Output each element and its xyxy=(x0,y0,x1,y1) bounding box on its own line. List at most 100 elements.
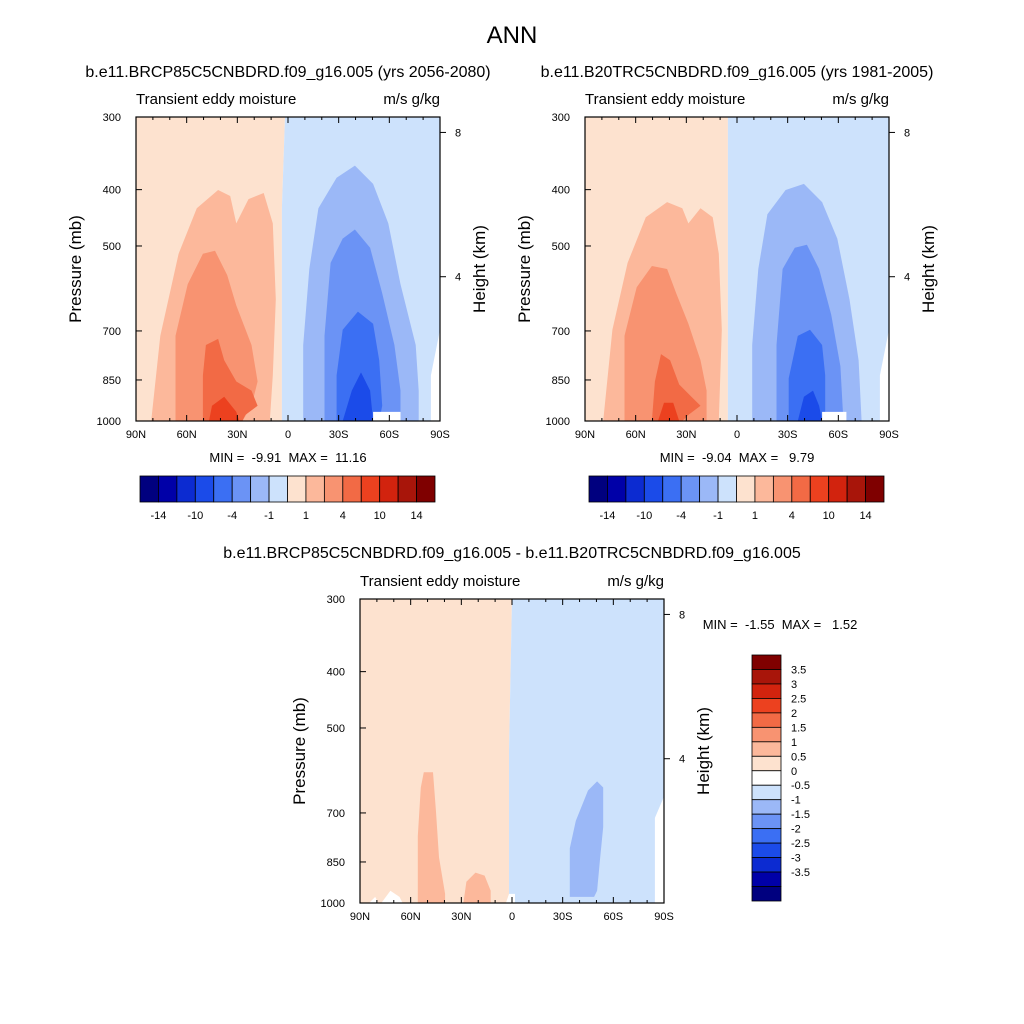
y-tick-label: 500 xyxy=(327,723,345,735)
colorbar-label: 14 xyxy=(859,510,871,522)
colorbar-label: 0 xyxy=(791,766,797,778)
contour-level xyxy=(505,893,515,903)
colorbar-label: 1 xyxy=(303,510,309,522)
colorbar-box xyxy=(772,475,793,503)
colorbar-box xyxy=(751,726,782,743)
contour-level xyxy=(658,402,680,421)
x-tick-label: 90N xyxy=(350,911,370,923)
colorbar-label: 1 xyxy=(752,510,758,522)
colorbar-box xyxy=(751,770,782,786)
colorbar-box xyxy=(287,475,307,503)
x-tick-label: 90N xyxy=(575,429,595,441)
colorbar-label: -3.5 xyxy=(791,867,810,879)
y-tick-label: 700 xyxy=(327,808,345,820)
y-axis-label-right: Height (km) xyxy=(470,225,489,313)
colorbar-box xyxy=(791,475,811,503)
y-axis-label-right: Height (km) xyxy=(919,225,938,313)
colorbar-label: 1.5 xyxy=(791,722,806,734)
colorbar-box xyxy=(194,475,215,503)
y-tick-label: 700 xyxy=(103,326,121,338)
x-tick-label: 60S xyxy=(829,429,849,441)
colorbar-label: -2 xyxy=(791,824,801,836)
colorbar-box xyxy=(158,475,178,503)
contour-level xyxy=(624,266,707,421)
y-axis-label: Pressure (mb) xyxy=(66,215,85,323)
colorbar-box xyxy=(625,475,645,503)
colorbar-box xyxy=(176,475,196,503)
y-right-tick-label: 8 xyxy=(679,609,685,621)
y-axis-label: Pressure (mb) xyxy=(290,697,309,805)
x-tick-label: 60N xyxy=(401,911,421,923)
panel-subtitle-left: Transient eddy moisture xyxy=(136,91,296,108)
contour-level xyxy=(342,372,374,421)
contour-level xyxy=(381,890,403,903)
colorbar-box xyxy=(751,871,782,887)
contour-level xyxy=(373,411,401,421)
contour-fill xyxy=(585,117,889,421)
colorbar-box xyxy=(754,475,774,503)
colorbar-box xyxy=(751,784,782,801)
colorbar-label: 0.5 xyxy=(791,751,806,763)
x-tick-label: 60N xyxy=(626,429,646,441)
colorbar-label: 10 xyxy=(374,510,386,522)
colorbar-label: -2.5 xyxy=(791,838,810,850)
panel-future: b.e11.BRCP85C5CNBDRD.f09_g16.005 (yrs 20… xyxy=(66,64,491,522)
colorbar-label: 3.5 xyxy=(791,664,806,676)
panel-subtitle-right: m/s g/kg xyxy=(383,91,440,108)
contour-level xyxy=(417,772,446,903)
y-right-tick-label: 4 xyxy=(904,272,910,284)
colorbar-label: 14 xyxy=(410,510,422,522)
y-tick-label: 500 xyxy=(552,241,570,253)
colorbar-box xyxy=(397,475,417,503)
colorbar-label: 4 xyxy=(789,510,795,522)
y-tick-label: 850 xyxy=(552,375,570,387)
colorbar-label: -1 xyxy=(713,510,723,522)
contour-level xyxy=(209,396,240,421)
x-tick-label: 30S xyxy=(778,429,798,441)
colorbar-box xyxy=(305,475,325,503)
contour-level xyxy=(369,896,379,903)
contour-level xyxy=(463,872,491,903)
colorbar-box xyxy=(268,475,288,503)
colorbar-box xyxy=(213,475,233,503)
colorbar-box xyxy=(751,828,782,844)
panel-difference: b.e11.BRCP85C5CNBDRD.f09_g16.005 - b.e11… xyxy=(223,545,857,923)
contour-fill xyxy=(360,599,664,903)
colorbar-box xyxy=(588,475,608,503)
y-right-tick-label: 4 xyxy=(455,272,461,284)
colorbar-box xyxy=(139,475,159,503)
y-tick-label: 1000 xyxy=(97,416,121,428)
x-tick-label: 90S xyxy=(654,911,674,923)
colorbar-box xyxy=(342,475,362,503)
contour-level xyxy=(509,599,664,903)
x-tick-label: 0 xyxy=(734,429,740,441)
colorbar-label: -3 xyxy=(791,853,801,865)
colorbar-box xyxy=(751,669,782,685)
x-tick-label: 30N xyxy=(451,911,471,923)
colorbar-box xyxy=(379,475,399,503)
colorbar-label: 4 xyxy=(340,510,346,522)
colorbar-label: 10 xyxy=(823,510,835,522)
contour-level xyxy=(788,329,826,421)
y-tick-label: 1000 xyxy=(321,898,345,910)
colorbar-box xyxy=(751,842,782,858)
colorbar-box xyxy=(416,475,436,503)
y-tick-label: 300 xyxy=(552,112,570,124)
colorbar-label: -1.5 xyxy=(791,809,810,821)
y-tick-label: 400 xyxy=(552,185,570,197)
contour-level xyxy=(569,781,604,897)
contour-level xyxy=(360,599,512,903)
min-max-text: MIN = -1.55 MAX = 1.52 xyxy=(703,617,858,632)
colorbar-box xyxy=(828,475,848,503)
colorbar-label: -10 xyxy=(636,510,652,522)
x-tick-label: 30S xyxy=(329,429,349,441)
x-tick-label: 60N xyxy=(177,429,197,441)
y-right-tick-label: 8 xyxy=(904,127,910,139)
colorbar-box xyxy=(231,475,252,503)
contour-level xyxy=(822,411,847,421)
x-tick-label: 0 xyxy=(509,911,515,923)
colorbar-box xyxy=(250,475,270,503)
panel-subtitle-left: Transient eddy moisture xyxy=(360,573,520,590)
y-tick-label: 400 xyxy=(327,667,345,679)
colorbar-label: -14 xyxy=(150,510,166,522)
